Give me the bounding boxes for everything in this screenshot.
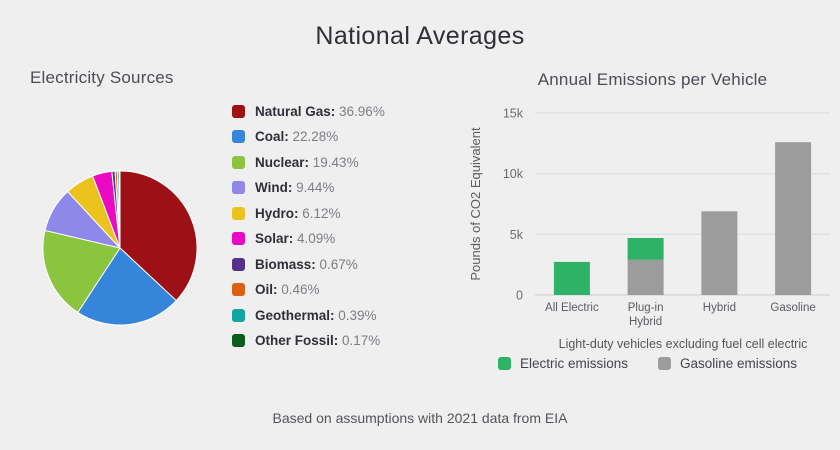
pie-legend-item-geothermal[interactable]: Geothermal: 0.39% [232, 308, 385, 323]
legend-label: Nuclear: [255, 154, 310, 170]
legend-label: Geothermal: [255, 307, 335, 323]
legend-swatch [232, 130, 245, 143]
bar-legend-item-electric-emissions[interactable]: Electric emissions [497, 356, 628, 371]
legend-label: Natural Gas: [255, 103, 336, 119]
bar-plug-in-hybrid-electric-emissions[interactable] [627, 238, 664, 260]
legend-text: Hydro: 6.12% [255, 206, 341, 221]
legend-value: 6.12% [298, 205, 341, 221]
legend-text: Geothermal: 0.39% [255, 308, 377, 323]
pie-legend-item-solar[interactable]: Solar: 4.09% [232, 231, 385, 246]
legend-label: Wind: [255, 180, 293, 195]
legend-text: Nuclear: 19.43% [255, 155, 359, 170]
legend-value: 22.28% [288, 129, 339, 144]
legend-label: Coal: [255, 129, 289, 144]
legend-value: 4.09% [293, 231, 336, 246]
legend-text: Other Fossil: 0.17% [255, 333, 380, 348]
legend-swatch [232, 206, 245, 220]
legend-swatch [232, 155, 245, 169]
legend-text: Biomass: 0.67% [255, 257, 358, 272]
x-tick-label: Hybrid [629, 316, 662, 328]
legend-swatch [232, 232, 245, 245]
legend-swatch [232, 308, 245, 322]
bar-gasoline-gasoline-emissions[interactable] [775, 142, 812, 295]
pie-legend-item-hydro[interactable]: Hydro: 6.12% [232, 206, 385, 221]
y-axis-title: Pounds of CO2 Equivalent [468, 127, 483, 281]
bar-section-title: Annual Emissions per Vehicle [537, 70, 768, 89]
legend-swatch [232, 283, 245, 296]
legend-label: Oil: [255, 282, 278, 297]
pie-legend-item-natural-gas[interactable]: Natural Gas: 36.96% [232, 104, 385, 119]
legend-swatch [232, 334, 245, 347]
legend-swatch [232, 181, 245, 194]
bar-hybrid-gasoline-emissions[interactable] [701, 211, 738, 295]
page-title: National Averages [315, 22, 525, 50]
legend-value: 36.96% [335, 103, 385, 119]
pie-legend-item-biomass[interactable]: Biomass: 0.67% [232, 257, 385, 272]
legend-text: Oil: 0.46% [255, 282, 320, 297]
x-tick-label: Hybrid [703, 302, 736, 314]
legend-swatch [497, 357, 511, 370]
pie-slice-natural-gas[interactable] [119, 170, 198, 302]
x-tick-label: Gasoline [770, 302, 815, 314]
legend-label: Gasoline emissions [679, 356, 798, 371]
bar-legend: Electric emissions Gasoline emissions [455, 356, 840, 371]
pie-slice-coal[interactable] [77, 247, 177, 326]
pie-section-title: Electricity Sources [30, 68, 174, 87]
legend-value: 0.39% [334, 307, 377, 323]
legend-text: Solar: 4.09% [255, 231, 335, 246]
y-tick-label: 5k [510, 228, 524, 242]
legend-value: 0.17% [338, 333, 381, 348]
legend-label: Hydro: [255, 205, 299, 221]
footer-note: Based on assumptions with 2021 data from… [272, 410, 568, 426]
y-tick-label: 10k [503, 167, 524, 181]
pie-legend-item-coal[interactable]: Coal: 22.28% [232, 129, 385, 144]
legend-text: Wind: 9.44% [255, 180, 334, 195]
y-tick-label: 0 [516, 289, 523, 303]
x-axis-title: Light-duty vehicles excluding fuel cell … [558, 337, 808, 351]
bar-chart: 0 5k 10k 15k Pounds of CO2 Equivalent All Ele… [468, 107, 830, 328]
legend-swatch [232, 104, 245, 118]
pie-slice-other-fossil[interactable] [118, 170, 121, 249]
pie-slice-nuclear[interactable] [42, 229, 121, 313]
legend-text: Natural Gas: 36.96% [255, 104, 385, 119]
bar-plug-in-hybrid-gasoline-emissions[interactable] [627, 259, 664, 295]
x-tick-label: All Electric [545, 302, 599, 314]
pie-legend-item-wind[interactable]: Wind: 9.44% [232, 180, 385, 195]
bar-legend-item-gasoline-emissions[interactable]: Gasoline emissions [657, 356, 798, 371]
y-tick-label: 15k [503, 107, 524, 121]
x-tick-label: Plug-in [628, 302, 664, 314]
pie-legend-item-other-fossil[interactable]: Other Fossil: 0.17% [232, 333, 385, 348]
legend-text: Coal: 22.28% [255, 129, 338, 144]
legend-label: Solar: [255, 231, 294, 246]
bar-all-electric-electric-emissions[interactable] [553, 261, 590, 295]
legend-swatch [232, 257, 245, 271]
legend-value: 19.43% [309, 154, 359, 170]
legend-value: 0.46% [277, 282, 320, 297]
pie-legend: Natural Gas: 36.96% Coal: 22.28% Nuclear: … [232, 104, 385, 348]
legend-label: Other Fossil: [255, 333, 339, 348]
legend-label: Biomass: [255, 256, 316, 272]
legend-value: 0.67% [315, 256, 358, 272]
legend-value: 9.44% [292, 180, 335, 195]
legend-swatch [657, 357, 671, 370]
pie-legend-item-oil[interactable]: Oil: 0.46% [232, 282, 385, 297]
legend-label: Electric emissions [519, 356, 628, 371]
pie-chart [42, 170, 198, 326]
pie-legend-item-nuclear[interactable]: Nuclear: 19.43% [232, 155, 385, 170]
